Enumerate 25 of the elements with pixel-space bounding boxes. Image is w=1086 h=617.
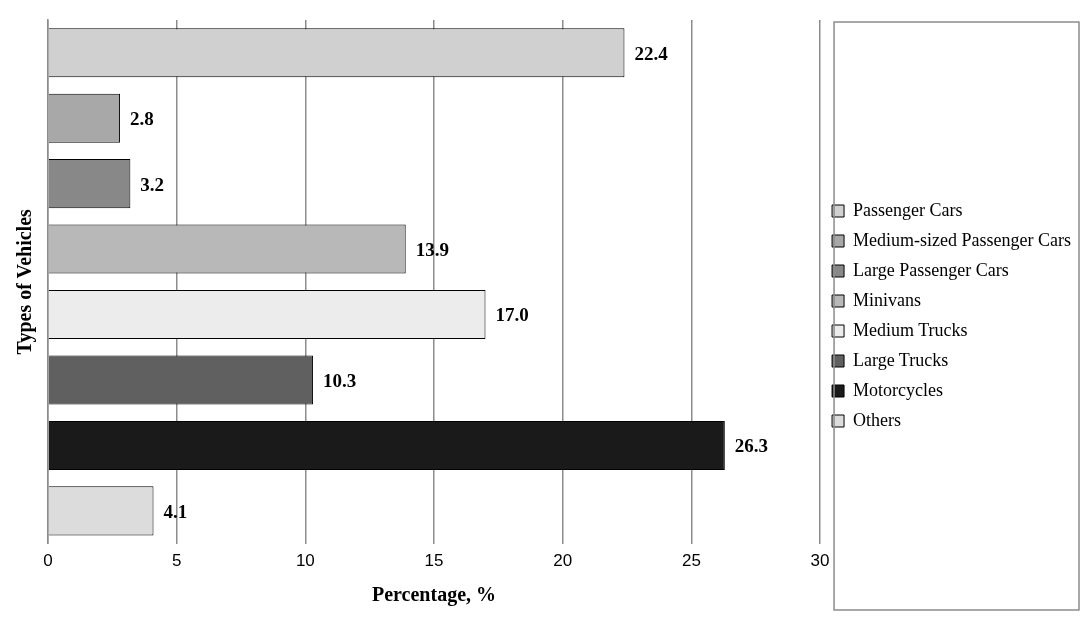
legend-label: Large Passenger Cars	[853, 259, 1009, 280]
legend-label: Motorcycles	[853, 379, 944, 400]
data-label: 13.9	[415, 238, 449, 260]
data-label: 3.2	[140, 173, 165, 195]
x-tick-label: 30	[810, 551, 830, 571]
y-axis-title: Types of Vehicles	[13, 208, 37, 355]
data-label: 10.3	[323, 369, 357, 391]
data-label: 2.8	[130, 108, 154, 130]
x-tick-label: 0	[43, 551, 53, 571]
x-tick-label: 10	[295, 551, 315, 571]
data-label: 4.1	[163, 500, 188, 522]
x-axis-title: Percentage, %	[372, 583, 497, 607]
legend-label: Others	[853, 409, 902, 430]
legend-label: Minivans	[853, 289, 922, 310]
x-tick-label: 25	[681, 551, 701, 571]
x-tick-label: 15	[424, 551, 444, 571]
legend-label: Passenger Cars	[853, 199, 963, 220]
legend-label: Medium Trucks	[853, 319, 968, 340]
x-tick-label: 5	[171, 551, 182, 571]
x-tick-label: 20	[553, 551, 573, 571]
data-label: 22.4	[634, 42, 669, 64]
legend-label: Medium-sized Passenger Cars	[853, 229, 1071, 250]
data-label: 17.0	[495, 304, 529, 326]
legend-label: Large Trucks	[853, 349, 949, 370]
data-label: 26.3	[734, 435, 769, 457]
